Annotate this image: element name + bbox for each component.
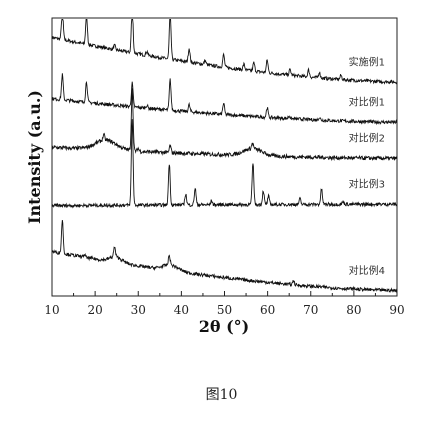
series-label-2: 对比例1 <box>349 96 385 109</box>
x-tick-label: 40 <box>174 303 189 317</box>
series-layer: 实施例1 对比例1 对比例2 对比例3 对比例4 <box>51 18 398 294</box>
x-tick-label: 30 <box>131 303 146 317</box>
series-line-4 <box>51 119 398 209</box>
x-tick-label: 90 <box>389 303 404 317</box>
x-axis-ticks: 10 20 30 40 50 60 70 80 90 <box>44 291 405 317</box>
x-tick-label: 60 <box>260 303 275 317</box>
x-tick-label: 70 <box>303 303 318 317</box>
series-label-1: 实施例1 <box>349 55 385 68</box>
figure-caption: 图10 <box>205 387 238 403</box>
series-label-5: 对比例4 <box>349 264 385 277</box>
series-line-3 <box>51 88 398 162</box>
x-tick-label: 10 <box>44 303 59 317</box>
series-line-1 <box>51 18 398 85</box>
series-label-4: 对比例3 <box>349 178 385 191</box>
y-axis-title: Intensity (a.u.) <box>25 90 44 224</box>
series-label-3: 对比例2 <box>349 132 385 145</box>
series-line-2 <box>51 73 398 126</box>
x-tick-label: 50 <box>217 303 232 317</box>
x-tick-label: 80 <box>346 303 361 317</box>
x-tick-label: 20 <box>87 303 102 317</box>
x-axis-title: 2θ (°) <box>199 317 250 336</box>
series-line-5 <box>51 220 398 294</box>
